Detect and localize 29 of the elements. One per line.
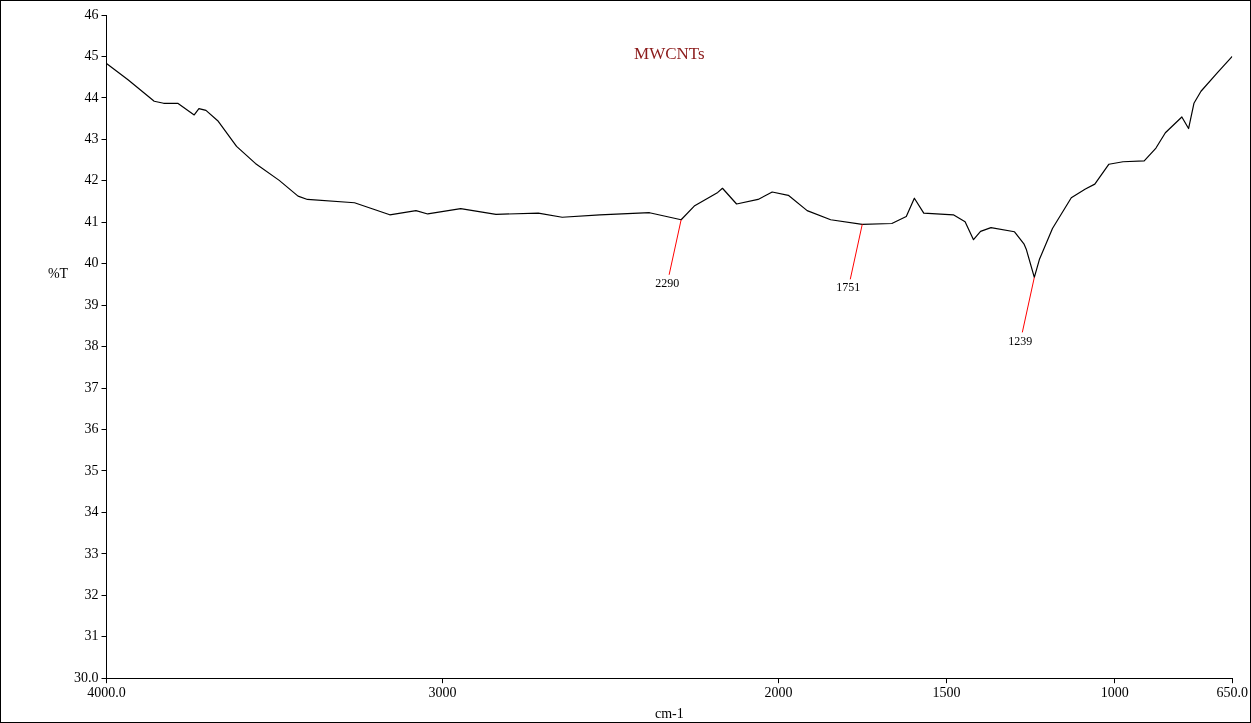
y-tick-label: 35 [84, 462, 99, 478]
y-tick-label: 34 [84, 504, 99, 520]
x-tick-label: 650.0 [1216, 685, 1248, 701]
x-axis-title: cm-1 [654, 705, 684, 721]
y-tick-label: 45 [84, 48, 99, 64]
y-tick-label: 37 [84, 379, 99, 395]
y-tick-label: 32 [84, 586, 99, 602]
y-tick-label: 31 [84, 628, 99, 644]
y-tick-label: 41 [84, 213, 99, 229]
x-tick-label: 1000 [1100, 685, 1129, 701]
x-tick-label: 1500 [932, 685, 961, 701]
text: MWCNTs [634, 44, 705, 64]
annotation: 1751 [836, 280, 861, 295]
x-tick-label: 4000.0 [87, 685, 126, 701]
y-tick-label: 36 [84, 421, 99, 437]
y-tick-label: 39 [84, 296, 99, 312]
x-tick-label: 3000 [428, 685, 457, 701]
y-tick-label: 33 [84, 545, 99, 561]
annotation: 2290 [655, 275, 680, 290]
y-axis-title: %T [47, 265, 69, 281]
y-tick-label: 44 [84, 89, 99, 105]
y-tick-label: 46 [84, 6, 99, 22]
annotation: 1239 [1008, 333, 1033, 348]
y-tick-label: 38 [84, 338, 99, 354]
y-tick-label: 40 [84, 255, 99, 271]
x-tick-label: 2000 [764, 685, 793, 701]
y-tick-label: 43 [84, 131, 99, 147]
y-tick-label: 30.0 [74, 669, 99, 685]
y-tick-label: 42 [84, 172, 99, 188]
